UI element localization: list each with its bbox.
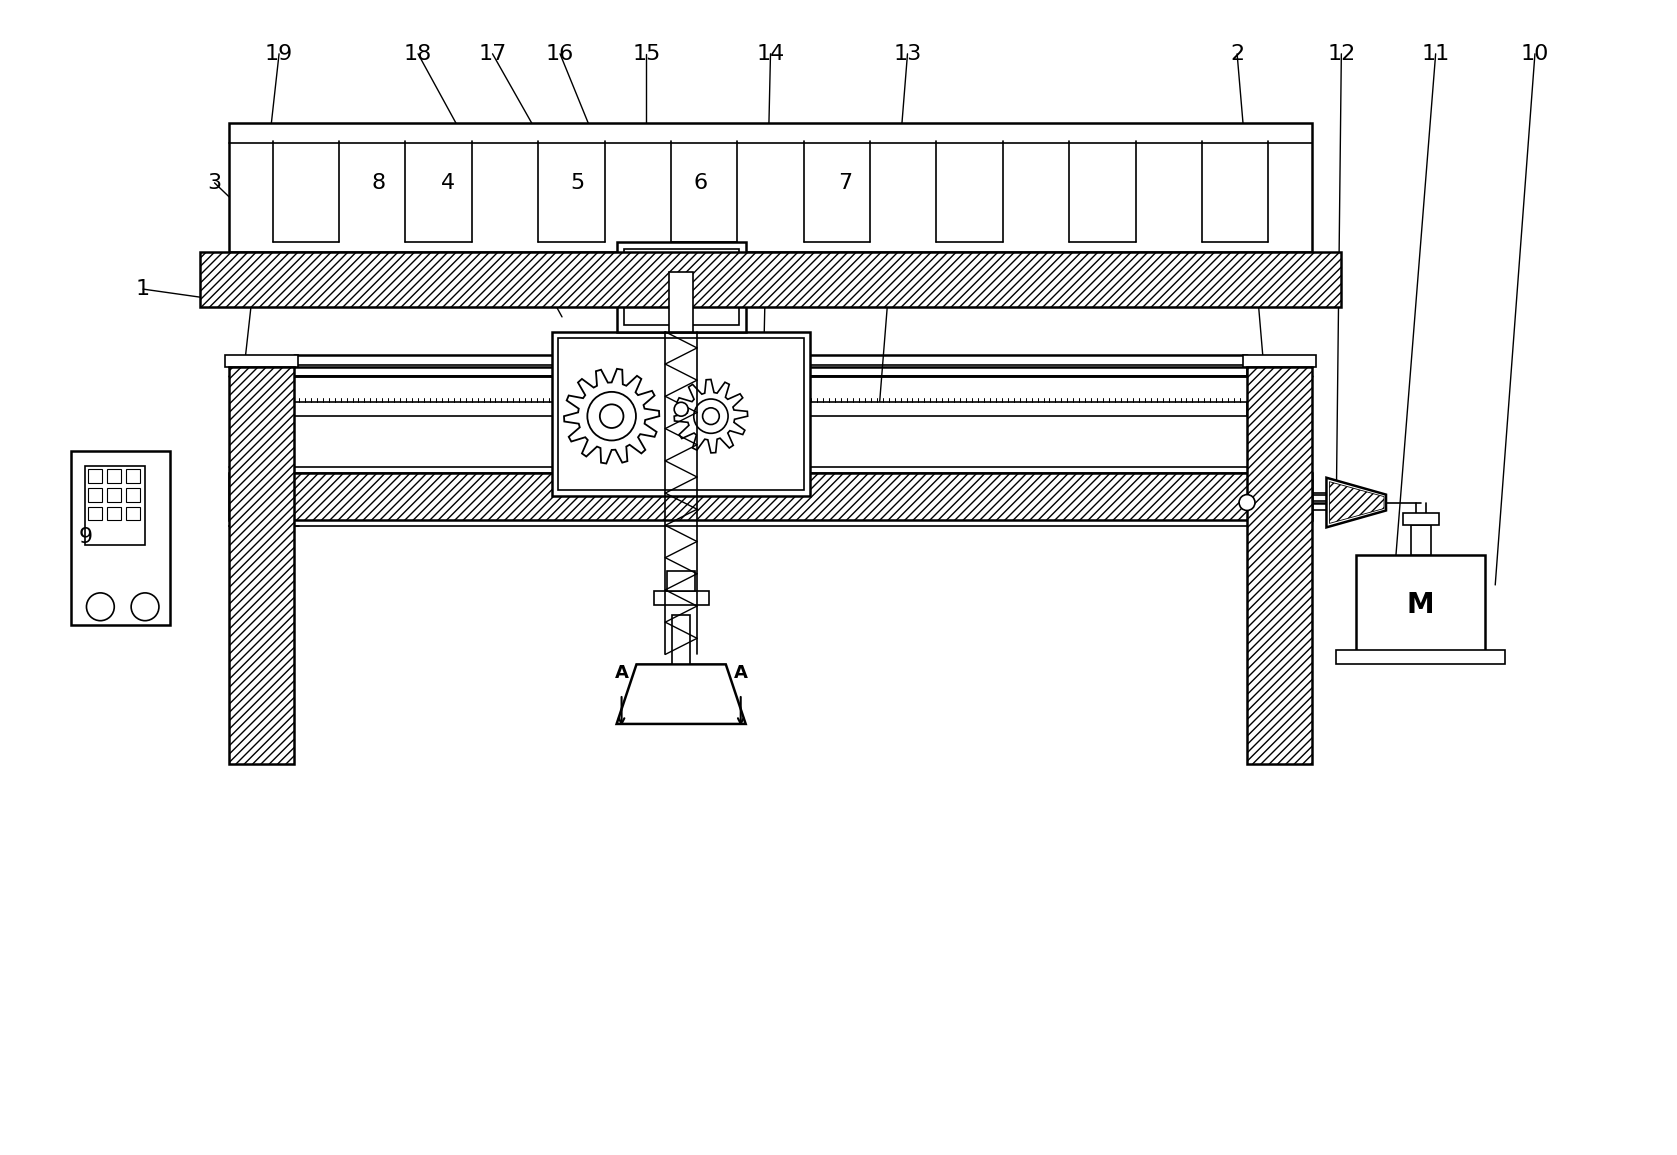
Circle shape xyxy=(131,593,159,620)
Text: 1: 1 xyxy=(136,280,151,299)
Text: 9: 9 xyxy=(79,528,92,547)
Circle shape xyxy=(694,398,728,433)
Bar xyxy=(89,507,102,521)
Bar xyxy=(230,124,1311,252)
Bar xyxy=(86,465,144,545)
Bar xyxy=(1248,366,1311,763)
Bar xyxy=(672,614,689,664)
Bar xyxy=(667,571,694,591)
Text: 19: 19 xyxy=(265,44,293,64)
Text: 13: 13 xyxy=(894,44,922,64)
Bar xyxy=(107,507,121,521)
Polygon shape xyxy=(1327,478,1385,528)
Text: 7: 7 xyxy=(838,173,852,193)
Text: M: M xyxy=(1407,591,1434,619)
Text: A: A xyxy=(735,664,748,683)
Bar xyxy=(1357,556,1486,655)
Bar xyxy=(617,243,746,331)
Bar xyxy=(1337,650,1506,664)
Bar xyxy=(230,472,1311,521)
Text: 2: 2 xyxy=(1229,44,1244,64)
Text: 6: 6 xyxy=(694,173,708,193)
Circle shape xyxy=(703,408,719,425)
Text: 14: 14 xyxy=(756,44,785,64)
Bar xyxy=(89,469,102,483)
Bar xyxy=(225,355,299,366)
Bar xyxy=(552,331,810,495)
Polygon shape xyxy=(617,664,746,724)
Text: 16: 16 xyxy=(547,44,574,64)
Text: 15: 15 xyxy=(632,44,661,64)
Text: 3: 3 xyxy=(208,173,221,193)
Bar xyxy=(1410,526,1430,556)
Text: 8: 8 xyxy=(371,173,386,193)
Text: A: A xyxy=(615,664,629,683)
Bar xyxy=(624,249,740,325)
Bar xyxy=(89,487,102,501)
Bar xyxy=(70,450,169,625)
Bar xyxy=(126,507,141,521)
Circle shape xyxy=(587,392,636,440)
Circle shape xyxy=(600,404,624,429)
Text: 12: 12 xyxy=(1327,44,1355,64)
Bar xyxy=(107,487,121,501)
Text: 17: 17 xyxy=(478,44,506,64)
Bar xyxy=(1404,514,1439,526)
Bar xyxy=(1243,355,1315,366)
Bar xyxy=(293,402,1248,416)
Bar xyxy=(669,273,693,331)
Bar xyxy=(558,337,805,490)
Text: 5: 5 xyxy=(570,173,585,193)
Circle shape xyxy=(87,593,114,620)
Text: 18: 18 xyxy=(404,44,433,64)
Bar xyxy=(200,252,1342,307)
Text: 10: 10 xyxy=(1521,44,1550,64)
Text: 4: 4 xyxy=(441,173,454,193)
Circle shape xyxy=(1239,494,1254,511)
Bar xyxy=(107,469,121,483)
Bar xyxy=(654,591,709,605)
Bar xyxy=(126,487,141,501)
Text: 11: 11 xyxy=(1422,44,1451,64)
Circle shape xyxy=(674,402,688,416)
Polygon shape xyxy=(674,380,748,453)
Bar xyxy=(126,469,141,483)
Bar xyxy=(230,366,293,763)
Polygon shape xyxy=(563,368,659,463)
